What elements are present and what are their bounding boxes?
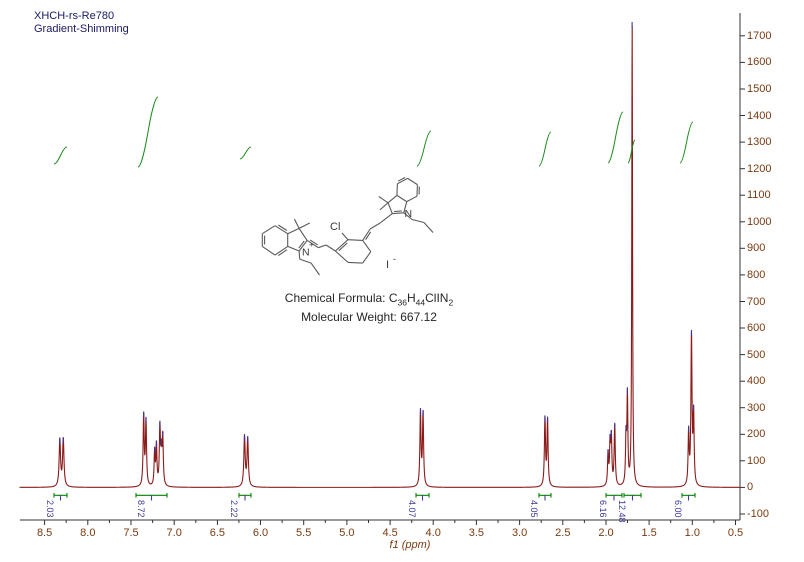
svg-text:Cl: Cl [330,221,340,233]
svg-text:N: N [405,208,413,220]
svg-text:-: - [393,254,396,264]
svg-text:+: + [309,240,314,249]
svg-text:I: I [386,259,389,271]
